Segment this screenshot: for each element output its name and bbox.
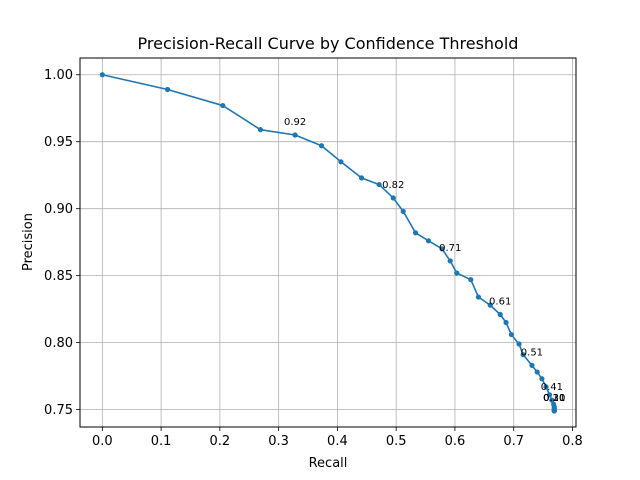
data-point <box>447 258 453 264</box>
data-point <box>358 175 365 181</box>
data-point <box>503 319 509 326</box>
tick-layer: 0.0 0.1 0.2 0.3 0.4 0.5 0.6 0.7 0.8 0.75 0.80 0.85 0… <box>44 68 583 449</box>
data-point <box>551 408 557 414</box>
data-point <box>390 195 396 201</box>
threshold-annotation: 0.92 <box>284 117 306 128</box>
y-tick-label: 0.95 <box>44 135 73 150</box>
x-tick-label: 0.5 <box>386 434 407 449</box>
data-point <box>376 181 382 188</box>
data-point <box>508 331 514 338</box>
data-point <box>468 277 474 283</box>
series-layer <box>99 72 557 414</box>
annotation-layer: 0.92 0.82 0.71 0.61 0.51 0.410.310.200.10 <box>284 117 565 404</box>
y-tick-label: 1.00 <box>44 68 73 83</box>
data-point <box>439 246 445 252</box>
threshold-annotation: 0.71 <box>439 243 461 254</box>
x-tick-label: 0.7 <box>503 434 524 449</box>
x-tick-label: 0.4 <box>327 434 348 449</box>
data-point <box>487 302 493 308</box>
threshold-annotation: 0.10 <box>543 393 565 404</box>
x-tick-label: 0.3 <box>268 434 289 449</box>
data-point <box>454 270 460 276</box>
y-tick-label: 0.75 <box>44 403 73 418</box>
threshold-annotation: 0.51 <box>521 347 543 358</box>
data-point <box>497 311 503 318</box>
plot-area-frame <box>79 57 577 428</box>
threshold-annotation: 0.61 <box>489 296 511 307</box>
data-point <box>318 143 325 149</box>
threshold-annotation: 0.82 <box>382 180 404 191</box>
x-tick-label: 0.2 <box>210 434 231 449</box>
threshold-annotation: 0.20 <box>543 393 565 404</box>
data-point <box>292 132 298 138</box>
x-tick-label: 0.0 <box>92 434 113 449</box>
data-point <box>539 376 545 382</box>
data-point <box>338 159 344 165</box>
data-point <box>99 72 105 78</box>
data-point <box>400 208 406 214</box>
y-axis-label: Precision <box>21 213 36 271</box>
grid-layer <box>80 58 576 427</box>
data-point <box>520 352 526 358</box>
data-point <box>529 362 535 368</box>
data-point <box>546 392 553 398</box>
x-tick-label: 0.1 <box>151 434 172 449</box>
data-point <box>220 102 226 109</box>
data-point <box>412 230 419 236</box>
data-point <box>543 384 549 390</box>
x-axis-label: Recall <box>309 456 348 471</box>
threshold-annotation: 0.41 <box>541 382 563 393</box>
data-point <box>257 127 264 133</box>
threshold-annotation: 0.31 <box>543 393 565 404</box>
y-tick-label: 0.80 <box>44 336 73 351</box>
data-point <box>475 294 482 300</box>
x-tick-label: 0.8 <box>562 434 583 449</box>
data-point <box>534 369 540 375</box>
data-point <box>425 238 432 244</box>
y-tick-label: 0.90 <box>44 202 73 217</box>
x-tick-label: 0.6 <box>445 434 466 449</box>
chart-title: Precision-Recall Curve by Confidence Thr… <box>138 34 519 53</box>
data-point <box>164 86 171 93</box>
data-point <box>549 397 555 403</box>
y-tick-label: 0.85 <box>44 269 73 284</box>
data-point <box>516 341 522 347</box>
